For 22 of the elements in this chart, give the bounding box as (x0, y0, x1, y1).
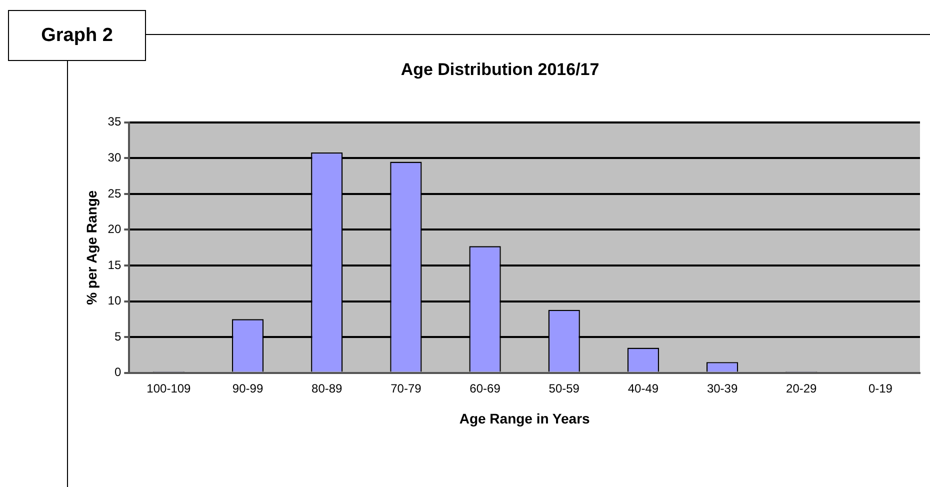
x-tick-label: 70-79 (390, 381, 422, 396)
y-tick-label: 25 (108, 186, 122, 200)
y-tick-label: 35 (108, 114, 122, 129)
chart-title: Age Distribution 2016/17 (400, 60, 600, 79)
y-tick-label: 20 (108, 222, 122, 236)
x-tick-label: 0-19 (868, 381, 893, 396)
x-tick-label: 100-109 (146, 381, 192, 396)
y-axis-title: % per Age Range (83, 190, 100, 305)
y-tick-label: 10 (108, 294, 122, 308)
x-tick-label: 80-89 (312, 381, 343, 396)
x-tick-label: 30-39 (706, 381, 738, 396)
y-tick-label: 0 (114, 365, 122, 380)
y-tick-label: 5 (114, 329, 122, 344)
x-axis-title: Age Range in Years (459, 410, 590, 426)
x-tick-label: 20-29 (786, 381, 818, 396)
x-tick-label: 90-99 (232, 381, 264, 396)
caption: Graph 2 (8, 10, 146, 61)
x-tick-label: 50-59 (548, 381, 580, 396)
x-tick-label: 40-49 (628, 381, 659, 396)
y-tick-label: 30 (108, 150, 122, 164)
y-tick-label: 15 (108, 258, 122, 272)
x-tick-label: 60-69 (470, 381, 501, 396)
